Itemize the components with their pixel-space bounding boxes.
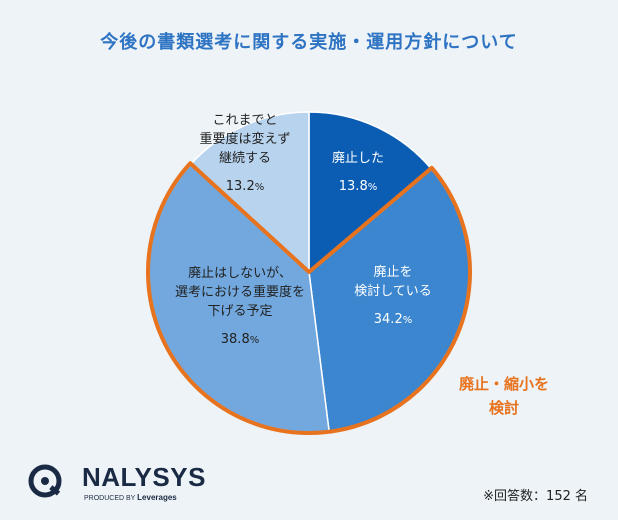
slice-value-unit: % <box>368 182 378 193</box>
slice-label-line: 検討している <box>354 283 432 299</box>
highlight-annotation: 廃止・縮小を 検討 <box>448 372 560 420</box>
slice-label-4: これまでと重要度は変えず継続する 13.2% <box>199 113 290 194</box>
logo-tagline-prefix: PRODUCED BY <box>84 495 136 502</box>
nalysys-logo: NALYSYS PRODUCED BY Leverages <box>26 462 205 506</box>
slice-value-unit: % <box>250 335 260 346</box>
chart-title: 今後の書類選考に関する実施・運用方針について <box>100 32 518 53</box>
slice-value: 38.8 <box>221 332 250 347</box>
logo-name: NALYSYS <box>82 462 206 492</box>
slice-label-3: 廃止はしないが、選考における重要度を下げる予定 38.8% <box>175 265 305 347</box>
slice-label-line: 下げる予定 <box>207 304 272 319</box>
pie-slice-4 <box>189 111 310 274</box>
slice-value: 13.8 <box>339 179 368 194</box>
pie-slice-1 <box>308 111 433 274</box>
logo-tagline-brand: Leverages <box>137 493 177 502</box>
slice-value: 34.2 <box>374 312 403 327</box>
slice-value-unit: % <box>255 182 265 193</box>
logo-tagline: PRODUCED BY Leverages <box>84 493 177 502</box>
highlight-annotation-line-2: 検討 <box>488 399 519 417</box>
slice-label-line: 選考における重要度を <box>175 284 305 300</box>
highlight-outline <box>146 161 472 435</box>
slice-label-line: 廃止を <box>373 264 412 280</box>
slice-label-line: 廃止はしないが、 <box>188 265 292 281</box>
slice-label-1: 廃止した 13.8% <box>332 150 384 194</box>
slice-label-line: 継続する <box>219 151 271 166</box>
slice-value: 13.2 <box>226 179 255 194</box>
slice-value-unit: % <box>403 315 413 326</box>
highlight-annotation-line-1: 廃止・縮小を <box>458 375 549 393</box>
logo-mark-icon <box>28 464 62 498</box>
response-count-note: ※回答数：152 名 <box>483 489 588 504</box>
slice-label-line: 重要度は変えず <box>199 131 290 147</box>
slice-label-2: 廃止を検討している 34.2% <box>354 264 432 327</box>
slice-label-line: 廃止した <box>332 150 384 166</box>
slice-label-line: これまでと <box>212 113 277 128</box>
